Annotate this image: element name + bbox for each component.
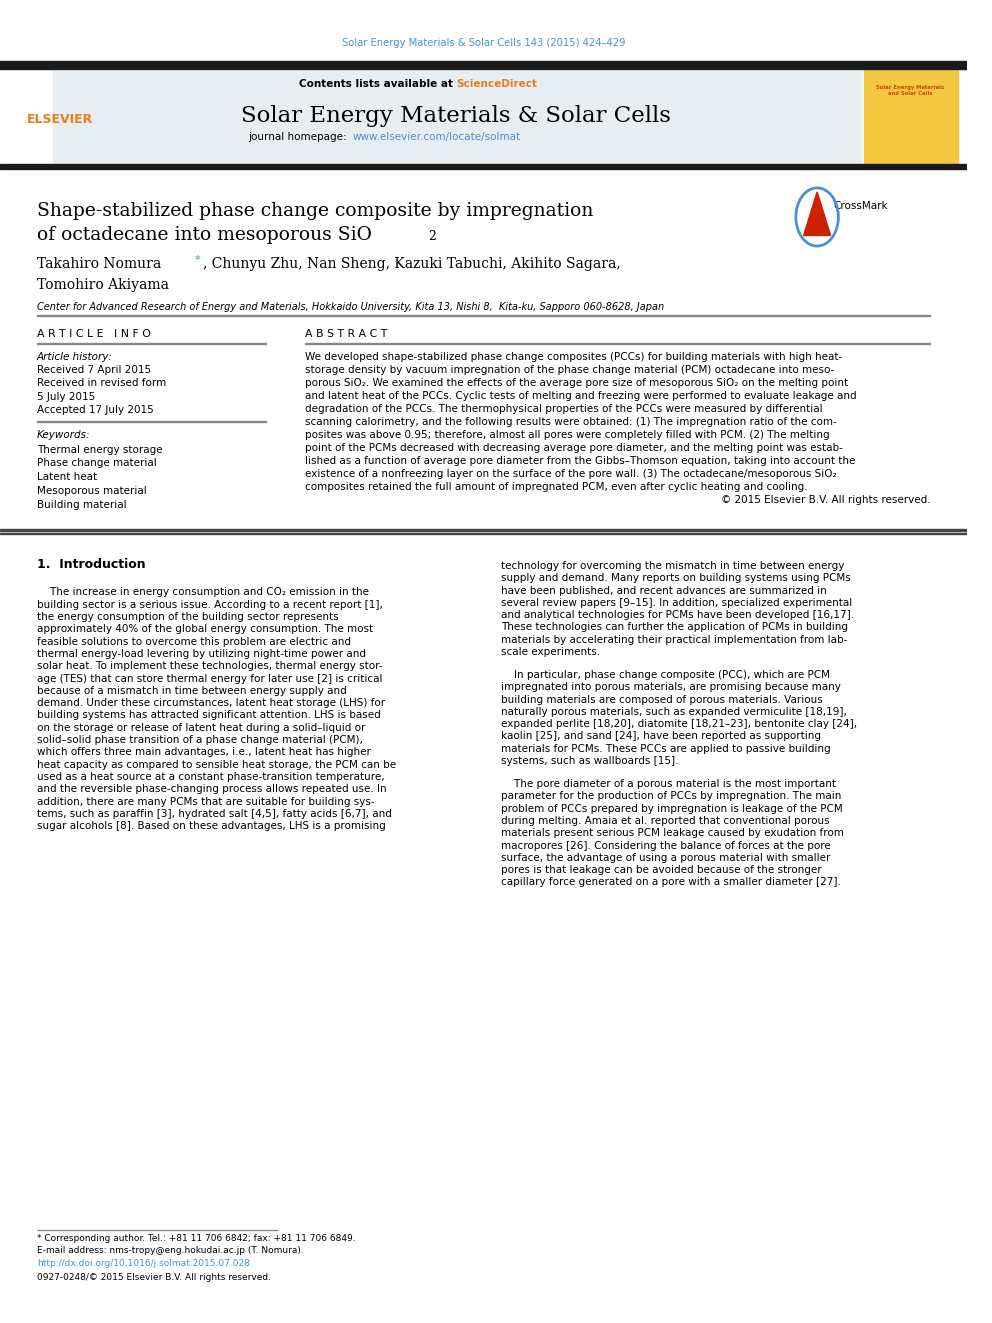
Text: kaolin [25], and sand [24], have been reported as supporting: kaolin [25], and sand [24], have been re… — [501, 732, 821, 741]
Text: Contents lists available at: Contents lists available at — [299, 79, 456, 90]
Text: parameter for the production of PCCs by impregnation. The main: parameter for the production of PCCs by … — [501, 791, 841, 802]
Text: Received 7 April 2015: Received 7 April 2015 — [37, 365, 151, 376]
Text: and analytical technologies for PCMs have been developed [16,17].: and analytical technologies for PCMs hav… — [501, 610, 854, 620]
Text: Shape-stabilized phase change composite by impregnation: Shape-stabilized phase change composite … — [37, 202, 593, 221]
Text: Solar Energy Materials & Solar Cells: Solar Energy Materials & Solar Cells — [241, 105, 672, 127]
Text: naturally porous materials, such as expanded vermiculite [18,19],: naturally porous materials, such as expa… — [501, 706, 847, 717]
Bar — [0, 61, 967, 69]
Text: Mesoporous material: Mesoporous material — [37, 486, 147, 496]
Text: We developed shape-stabilized phase change composites (PCCs) for building materi: We developed shape-stabilized phase chan… — [305, 352, 842, 363]
Text: Latent heat: Latent heat — [37, 472, 97, 483]
Text: building sector is a serious issue. According to a recent report [1],: building sector is a serious issue. Acco… — [37, 599, 383, 610]
Text: pores is that leakage can be avoided because of the stronger: pores is that leakage can be avoided bec… — [501, 865, 821, 875]
Bar — [54, 71, 861, 167]
Bar — [0, 164, 967, 169]
Text: porous SiO₂. We examined the effects of the average pore size of mesoporous SiO₂: porous SiO₂. We examined the effects of … — [305, 378, 848, 388]
Text: and latent heat of the PCCs. Cyclic tests of melting and freezing were performed: and latent heat of the PCCs. Cyclic test… — [305, 390, 856, 401]
Text: tems, such as paraffin [3], hydrated salt [4,5], fatty acids [6,7], and: tems, such as paraffin [3], hydrated sal… — [37, 808, 392, 819]
Text: CrossMark: CrossMark — [833, 201, 888, 212]
Text: Center for Advanced Research of Energy and Materials, Hokkaido University, Kita : Center for Advanced Research of Energy a… — [37, 302, 664, 312]
Polygon shape — [804, 192, 830, 235]
Text: during melting. Amaia et al. reported that conventional porous: during melting. Amaia et al. reported th… — [501, 816, 829, 826]
Text: Keywords:: Keywords: — [37, 430, 90, 441]
Text: Thermal energy storage: Thermal energy storage — [37, 445, 163, 455]
Text: A R T I C L E   I N F O: A R T I C L E I N F O — [37, 329, 151, 340]
Text: Building material: Building material — [37, 500, 126, 511]
Text: sugar alcohols [8]. Based on these advantages, LHS is a promising: sugar alcohols [8]. Based on these advan… — [37, 822, 386, 831]
Text: the energy consumption of the building sector represents: the energy consumption of the building s… — [37, 613, 338, 622]
Text: 2: 2 — [429, 230, 436, 243]
Text: because of a mismatch in time between energy supply and: because of a mismatch in time between en… — [37, 685, 346, 696]
Text: 0927-0248/© 2015 Elsevier B.V. All rights reserved.: 0927-0248/© 2015 Elsevier B.V. All right… — [37, 1273, 271, 1282]
Text: © 2015 Elsevier B.V. All rights reserved.: © 2015 Elsevier B.V. All rights reserved… — [720, 495, 930, 504]
Text: and the reversible phase-changing process allows repeated use. In: and the reversible phase-changing proces… — [37, 785, 386, 794]
Text: solid–solid phase transition of a phase change material (PCM),: solid–solid phase transition of a phase … — [37, 736, 363, 745]
Text: supply and demand. Many reports on building systems using PCMs: supply and demand. Many reports on build… — [501, 573, 851, 583]
Text: Takahiro Nomura: Takahiro Nomura — [37, 257, 161, 271]
Text: surface, the advantage of using a porous material with smaller: surface, the advantage of using a porous… — [501, 853, 830, 863]
Text: demand. Under these circumstances, latent heat storage (LHS) for: demand. Under these circumstances, laten… — [37, 699, 385, 708]
Text: , Chunyu Zhu, Nan Sheng, Kazuki Tabuchi, Akihito Sagara,: , Chunyu Zhu, Nan Sheng, Kazuki Tabuchi,… — [203, 257, 621, 271]
Text: materials present serious PCM leakage caused by exudation from: materials present serious PCM leakage ca… — [501, 828, 844, 839]
Text: approximately 40% of the global energy consumption. The most: approximately 40% of the global energy c… — [37, 624, 373, 634]
Text: lished as a function of average pore diameter from the Gibbs–Thomson equation, t: lished as a function of average pore dia… — [305, 455, 855, 466]
Text: addition, there are many PCMs that are suitable for building sys-: addition, there are many PCMs that are s… — [37, 796, 374, 807]
Text: journal homepage:: journal homepage: — [248, 132, 353, 143]
Text: 5 July 2015: 5 July 2015 — [37, 392, 95, 402]
Text: point of the PCMs decreased with decreasing average pore diameter, and the melti: point of the PCMs decreased with decreas… — [305, 443, 842, 452]
Text: The pore diameter of a porous material is the most important: The pore diameter of a porous material i… — [501, 779, 836, 789]
Text: materials for PCMs. These PCCs are applied to passive building: materials for PCMs. These PCCs are appli… — [501, 744, 830, 754]
Bar — [0, 529, 967, 531]
Text: feasible solutions to overcome this problem are electric and: feasible solutions to overcome this prob… — [37, 636, 351, 647]
Text: building systems has attracted significant attention. LHS is based: building systems has attracted significa… — [37, 710, 381, 721]
Text: technology for overcoming the mismatch in time between energy: technology for overcoming the mismatch i… — [501, 561, 844, 572]
Text: *: * — [194, 255, 200, 266]
Text: Received in revised form: Received in revised form — [37, 378, 166, 389]
Text: These technologies can further the application of PCMs in building: These technologies can further the appli… — [501, 623, 848, 632]
Text: several review papers [9–15]. In addition, specialized experimental: several review papers [9–15]. In additio… — [501, 598, 852, 607]
Text: http://dx.doi.org/10.1016/j.solmat.2015.07.028: http://dx.doi.org/10.1016/j.solmat.2015.… — [37, 1259, 250, 1269]
Text: Tomohiro Akiyama: Tomohiro Akiyama — [37, 278, 169, 292]
Text: expanded perlite [18,20], diatomite [18,21–23], bentonite clay [24],: expanded perlite [18,20], diatomite [18,… — [501, 720, 857, 729]
Text: macropores [26]. Considering the balance of forces at the pore: macropores [26]. Considering the balance… — [501, 840, 830, 851]
Text: scanning calorimetry, and the following results were obtained: (1) The impregnat: scanning calorimetry, and the following … — [305, 417, 836, 427]
Text: degradation of the PCCs. The thermophysical properties of the PCCs were measured: degradation of the PCCs. The thermophysi… — [305, 404, 822, 414]
Text: 1.  Introduction: 1. Introduction — [37, 558, 146, 572]
Text: existence of a nonfreezing layer on the surface of the pore wall. (3) The octade: existence of a nonfreezing layer on the … — [305, 468, 836, 479]
Text: posites was above 0.95; therefore, almost all pores were completely filled with : posites was above 0.95; therefore, almos… — [305, 430, 829, 439]
Text: Phase change material: Phase change material — [37, 458, 157, 468]
Text: capillary force generated on a pore with a smaller diameter [27].: capillary force generated on a pore with… — [501, 877, 841, 888]
Text: which offers three main advantages, i.e., latent heat has higher: which offers three main advantages, i.e.… — [37, 747, 371, 757]
Text: The increase in energy consumption and CO₂ emission in the: The increase in energy consumption and C… — [37, 587, 369, 598]
Text: www.elsevier.com/locate/solmat: www.elsevier.com/locate/solmat — [353, 132, 521, 143]
Text: composites retained the full amount of impregnated PCM, even after cyclic heatin: composites retained the full amount of i… — [305, 482, 807, 492]
Text: E-mail address: nms-tropy@eng.hokudai.ac.jp (T. Nomura).: E-mail address: nms-tropy@eng.hokudai.ac… — [37, 1246, 304, 1256]
Text: used as a heat source at a constant phase-transition temperature,: used as a heat source at a constant phas… — [37, 773, 384, 782]
Text: In particular, phase change composite (PCC), which are PCM: In particular, phase change composite (P… — [501, 669, 830, 680]
Bar — [863, 69, 958, 168]
Text: building materials are composed of porous materials. Various: building materials are composed of porou… — [501, 695, 822, 705]
Text: * Corresponding author. Tel.: +81 11 706 6842; fax: +81 11 706 6849.: * Corresponding author. Tel.: +81 11 706… — [37, 1234, 355, 1244]
Text: thermal energy-load levering by utilizing night-time power and: thermal energy-load levering by utilizin… — [37, 650, 366, 659]
Text: have been published, and recent advances are summarized in: have been published, and recent advances… — [501, 586, 826, 595]
Text: storage density by vacuum impregnation of the phase change material (PCM) octade: storage density by vacuum impregnation o… — [305, 365, 834, 374]
Text: ELSEVIER: ELSEVIER — [27, 112, 93, 126]
Text: on the storage or release of latent heat during a solid–liquid or: on the storage or release of latent heat… — [37, 722, 365, 733]
Text: ScienceDirect: ScienceDirect — [456, 79, 538, 90]
Text: materials by accelerating their practical implementation from lab-: materials by accelerating their practica… — [501, 635, 847, 644]
Text: systems, such as wallboards [15].: systems, such as wallboards [15]. — [501, 757, 679, 766]
Text: A B S T R A C T: A B S T R A C T — [305, 329, 387, 340]
Text: problem of PCCs prepared by impregnation is leakage of the PCM: problem of PCCs prepared by impregnation… — [501, 803, 842, 814]
Text: scale experiments.: scale experiments. — [501, 647, 600, 658]
Text: Accepted 17 July 2015: Accepted 17 July 2015 — [37, 405, 154, 415]
Text: Solar Energy Materials
and Solar Cells: Solar Energy Materials and Solar Cells — [876, 85, 944, 95]
Text: impregnated into porous materials, are promising because many: impregnated into porous materials, are p… — [501, 683, 841, 692]
Text: solar heat. To implement these technologies, thermal energy stor-: solar heat. To implement these technolog… — [37, 662, 382, 671]
Text: heat capacity as compared to sensible heat storage, the PCM can be: heat capacity as compared to sensible he… — [37, 759, 396, 770]
Text: age (TES) that can store thermal energy for later use [2] is critical: age (TES) that can store thermal energy … — [37, 673, 382, 684]
Text: Solar Energy Materials & Solar Cells 143 (2015) 424–429: Solar Energy Materials & Solar Cells 143… — [342, 38, 625, 49]
Text: of octadecane into mesoporous SiO: of octadecane into mesoporous SiO — [37, 226, 372, 245]
Text: Article history:: Article history: — [37, 352, 113, 363]
